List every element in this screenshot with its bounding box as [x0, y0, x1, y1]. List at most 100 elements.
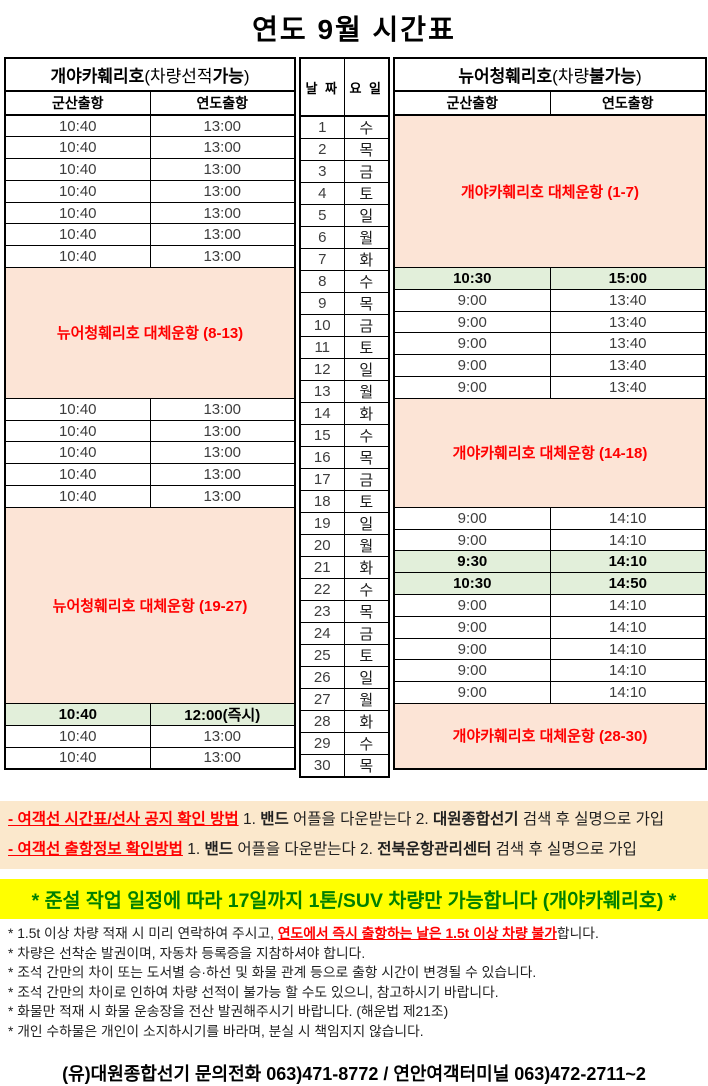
departure-time-cell: 10:40	[4, 136, 151, 160]
text-segment: 어플을 다운받는다 2.	[233, 841, 378, 858]
departure-time-cell: 9:30	[393, 550, 551, 574]
table-row: 23 목	[299, 600, 390, 623]
table-row: 30 목	[299, 754, 390, 778]
date-cell: 25	[299, 644, 345, 667]
text-segment: 합니다.	[556, 926, 599, 941]
text-segment: 밴드	[260, 811, 289, 828]
text-segment: * 조석 간만의 차이 또는 도서별 승·하선 및 화물 관계 등으로 출항 시…	[8, 965, 537, 980]
departure-time-cell: 10:40	[4, 179, 151, 203]
table-row: 10:40 13:00	[4, 725, 296, 748]
table-row: 10:40 13:00	[4, 223, 296, 247]
departure-time-cell: 13:40	[549, 288, 707, 312]
text-segment: 연도에서 즉시 출항하는 날은 1.5t 이상 차량 불가	[277, 926, 557, 941]
alt-service-notice: 개야카훼리호 대체운항 (28-30)	[393, 703, 707, 770]
departure-time-cell: 13:00	[149, 463, 296, 487]
note-personal-baggage: * 개인 수하물은 개인이 소지하시기를 바라며, 분실 시 책임지지 않습니다…	[8, 1022, 708, 1042]
day-cell: 수	[343, 732, 390, 755]
departure-time-cell: 14:10	[549, 528, 707, 552]
page-title: 연도 9월 시간표	[252, 14, 456, 45]
text-segment: 밴드	[204, 841, 234, 858]
table-row: 10:30 15:00	[393, 267, 707, 290]
departure-time-cell: 10:30	[393, 267, 551, 290]
departure-time-cell: 13:00	[149, 223, 296, 247]
table-row: 29 수	[299, 732, 390, 755]
departure-time-cell: 10:40	[4, 201, 151, 225]
table-row: 개야카훼리호 대체운항 (28-30)	[393, 703, 707, 770]
day-cell: 금	[343, 468, 390, 491]
text-segment: 불가능	[589, 67, 637, 86]
departure-time-cell: 13:00	[149, 245, 296, 269]
nyueocheong-ferry-header: 뉴어청훼리호(차량불가능)	[393, 57, 707, 92]
table-row: 27 월	[299, 688, 390, 711]
departure-time-cell: 10:40	[4, 158, 151, 181]
day-cell: 월	[343, 380, 390, 403]
date-cell: 3	[299, 160, 345, 183]
departure-time-cell: 13:00	[149, 201, 296, 225]
table-row: 10:40 13:00	[4, 485, 296, 508]
text-segment: 대원종합선기	[432, 811, 519, 828]
table-row: 16 목	[299, 446, 390, 469]
text-segment: 뉴어청훼리호	[458, 67, 553, 86]
day-cell: 수	[343, 424, 390, 447]
table-row: 11 토	[299, 336, 390, 359]
departure-time-cell: 10:30	[393, 572, 551, 596]
text-segment: * 개인 수하물은 개인이 소지하시기를 바라며, 분실 시 책임지지 않습니다…	[8, 1023, 424, 1039]
table-row: 14 화	[299, 402, 390, 425]
note-vehicle-weight: * 1.5t 이상 차량 적재 시 미리 연락하여 주시고, 연도에서 즉시 출…	[8, 924, 708, 944]
departure-time-cell: 10:40	[4, 703, 151, 727]
departure-time-cell: 13:00	[149, 485, 296, 508]
departure-time-cell: 9:00	[393, 637, 551, 661]
departure-time-cell: 14:10	[549, 615, 707, 639]
text-segment: )	[243, 67, 250, 86]
day-cell: 수	[343, 578, 390, 601]
text-segment: 1.	[182, 841, 205, 858]
departure-time-cell: 12:00(즉시)	[149, 703, 296, 727]
text-segment: 검색 후 실명으로 가입	[491, 841, 637, 858]
text-segment: (차량선적	[144, 67, 213, 86]
text-segment: * 차량은 선착순 발권이며, 자동차 등록증을 지참하셔야 합니다.	[8, 945, 366, 961]
departure-time-cell: 10:40	[4, 419, 151, 443]
date-cell: 15	[299, 424, 345, 447]
departure-time-cell: 13:00	[149, 136, 296, 160]
alt-service-notice: 개야카훼리호 대체운항 (1-7)	[393, 114, 707, 269]
date-cell: 2	[299, 138, 345, 161]
departure-time-cell: 9:00	[393, 288, 551, 312]
date-cell: 11	[299, 336, 345, 359]
table-row: 9:00 13:40	[393, 288, 707, 312]
day-cell: 일	[343, 666, 390, 689]
col-header-gunsan-departure: 군산출항	[4, 90, 151, 116]
departure-time-cell: 9:00	[393, 376, 551, 399]
date-cell: 14	[299, 402, 345, 425]
departure-time-cell: 9:00	[393, 354, 551, 378]
notes-list: * 1.5t 이상 차량 적재 시 미리 연락하여 주시고, 연도에서 즉시 출…	[0, 924, 708, 1041]
day-cell: 금	[343, 160, 390, 183]
gaeya-ferry-table: 개야카훼리호(차량선적가능) 군산출항 연도출항 10:40 13:00 10:40…	[4, 57, 296, 771]
day-cell: 일	[343, 358, 390, 381]
departure-time-cell: 13:40	[549, 354, 707, 378]
text-segment: 개야카훼리호	[50, 67, 145, 86]
alt-service-notice: 개야카훼리호 대체운항 (14-18)	[393, 397, 707, 508]
ferry-timetable-page: 연도 9월 시간표 개야카훼리호(차량선적가능) 군산출항 연도출항 10:40…	[0, 14, 708, 1084]
departure-info-check-method-line: - 여객선 출항정보 확인방법 1. 밴드 어플을 다운받는다 2. 전북운항관…	[8, 835, 700, 865]
date-cell: 6	[299, 226, 345, 249]
date-cell: 17	[299, 468, 345, 491]
departure-time-cell: 10:40	[4, 485, 151, 508]
dredging-notice-banner: * 준설 작업 일정에 따라 17일까지 1톤/SUV 차량만 가능합니다 (개…	[0, 879, 708, 919]
table-row: 뉴어청훼리호 대체운항 (8-13)	[4, 267, 296, 399]
nyueocheong-ferry-table: 뉴어청훼리호(차량불가능) 군산출항 연도출항 개야카훼리호 대체운항 (1-7…	[393, 57, 708, 770]
table-row: 9:00 13:40	[393, 310, 707, 334]
table-row: 개야카훼리호 대체운항 (14-18)	[393, 397, 707, 508]
table-row: 9:00 14:10	[393, 681, 707, 705]
col-header-gunsan-departure: 군산출항	[393, 90, 551, 116]
date-cell: 24	[299, 622, 345, 645]
text-segment: (차량	[552, 67, 590, 86]
table-row: 9:00 14:10	[393, 637, 707, 661]
table-row: 9:00 14:10	[393, 528, 707, 552]
date-cell: 1	[299, 115, 345, 139]
departure-time-cell: 9:00	[393, 594, 551, 617]
